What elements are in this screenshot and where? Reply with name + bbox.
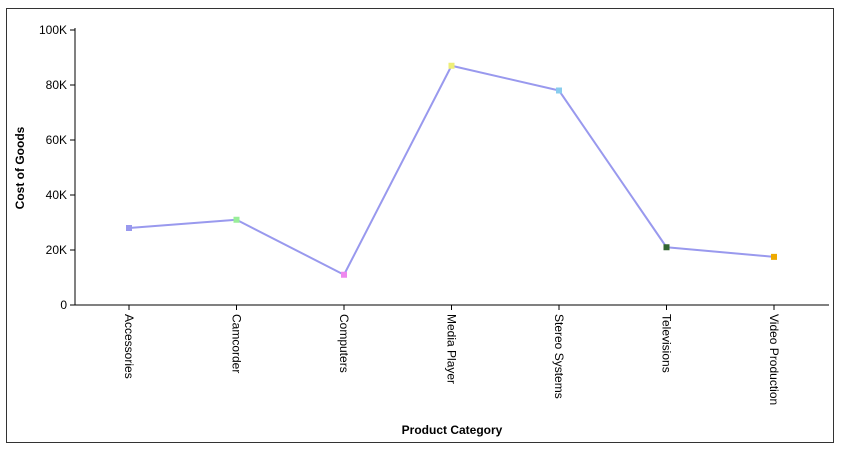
data-point[interactable] bbox=[126, 225, 132, 231]
y-tick-label: 40K bbox=[46, 188, 67, 202]
y-tick-label: 0 bbox=[60, 298, 67, 312]
data-point[interactable] bbox=[663, 244, 670, 251]
y-tick-label: 80K bbox=[46, 78, 67, 92]
x-tick-label: Stereo Systems bbox=[552, 314, 566, 399]
x-axis-title: Product Category bbox=[402, 423, 503, 437]
y-axis-title: Cost of Goods bbox=[13, 126, 27, 209]
x-tick-label: Media Player bbox=[445, 314, 459, 384]
x-tick-label: Televisions bbox=[660, 314, 674, 373]
series-line bbox=[128, 64, 775, 276]
chart-frame bbox=[6, 8, 834, 443]
y-tick-label: 20K bbox=[46, 243, 67, 257]
x-axis: Accessories Camcorder Computers Media Playe… bbox=[70, 304, 829, 405]
x-tick-label: Video Production bbox=[767, 314, 781, 405]
series-group bbox=[126, 62, 777, 278]
y-tick-label: 100K bbox=[39, 23, 67, 37]
y-axis: 0 20K 40K 60K 80K 100K bbox=[39, 23, 76, 312]
data-point[interactable] bbox=[771, 253, 777, 260]
x-tick-label: Accessories bbox=[122, 314, 136, 379]
y-tick-label: 60K bbox=[46, 133, 67, 147]
x-tick-label: Camcorder bbox=[230, 314, 244, 373]
data-point[interactable] bbox=[556, 87, 562, 94]
data-point[interactable] bbox=[233, 216, 240, 223]
data-point[interactable] bbox=[341, 271, 347, 278]
data-point[interactable] bbox=[448, 62, 455, 69]
x-tick-label: Computers bbox=[337, 314, 351, 373]
